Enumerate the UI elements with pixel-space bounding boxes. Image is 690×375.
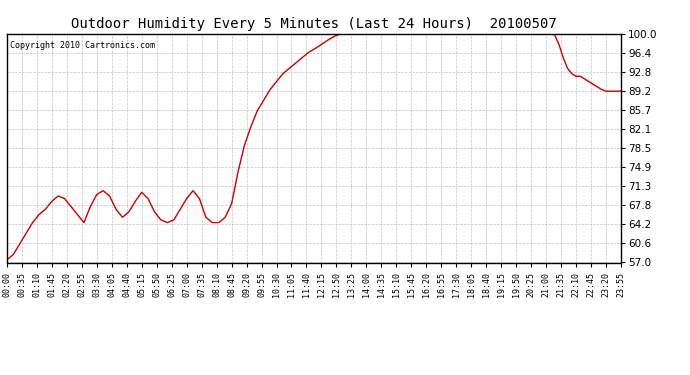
Title: Outdoor Humidity Every 5 Minutes (Last 24 Hours)  20100507: Outdoor Humidity Every 5 Minutes (Last 2… [71, 17, 557, 31]
Text: Copyright 2010 Cartronics.com: Copyright 2010 Cartronics.com [10, 40, 155, 50]
